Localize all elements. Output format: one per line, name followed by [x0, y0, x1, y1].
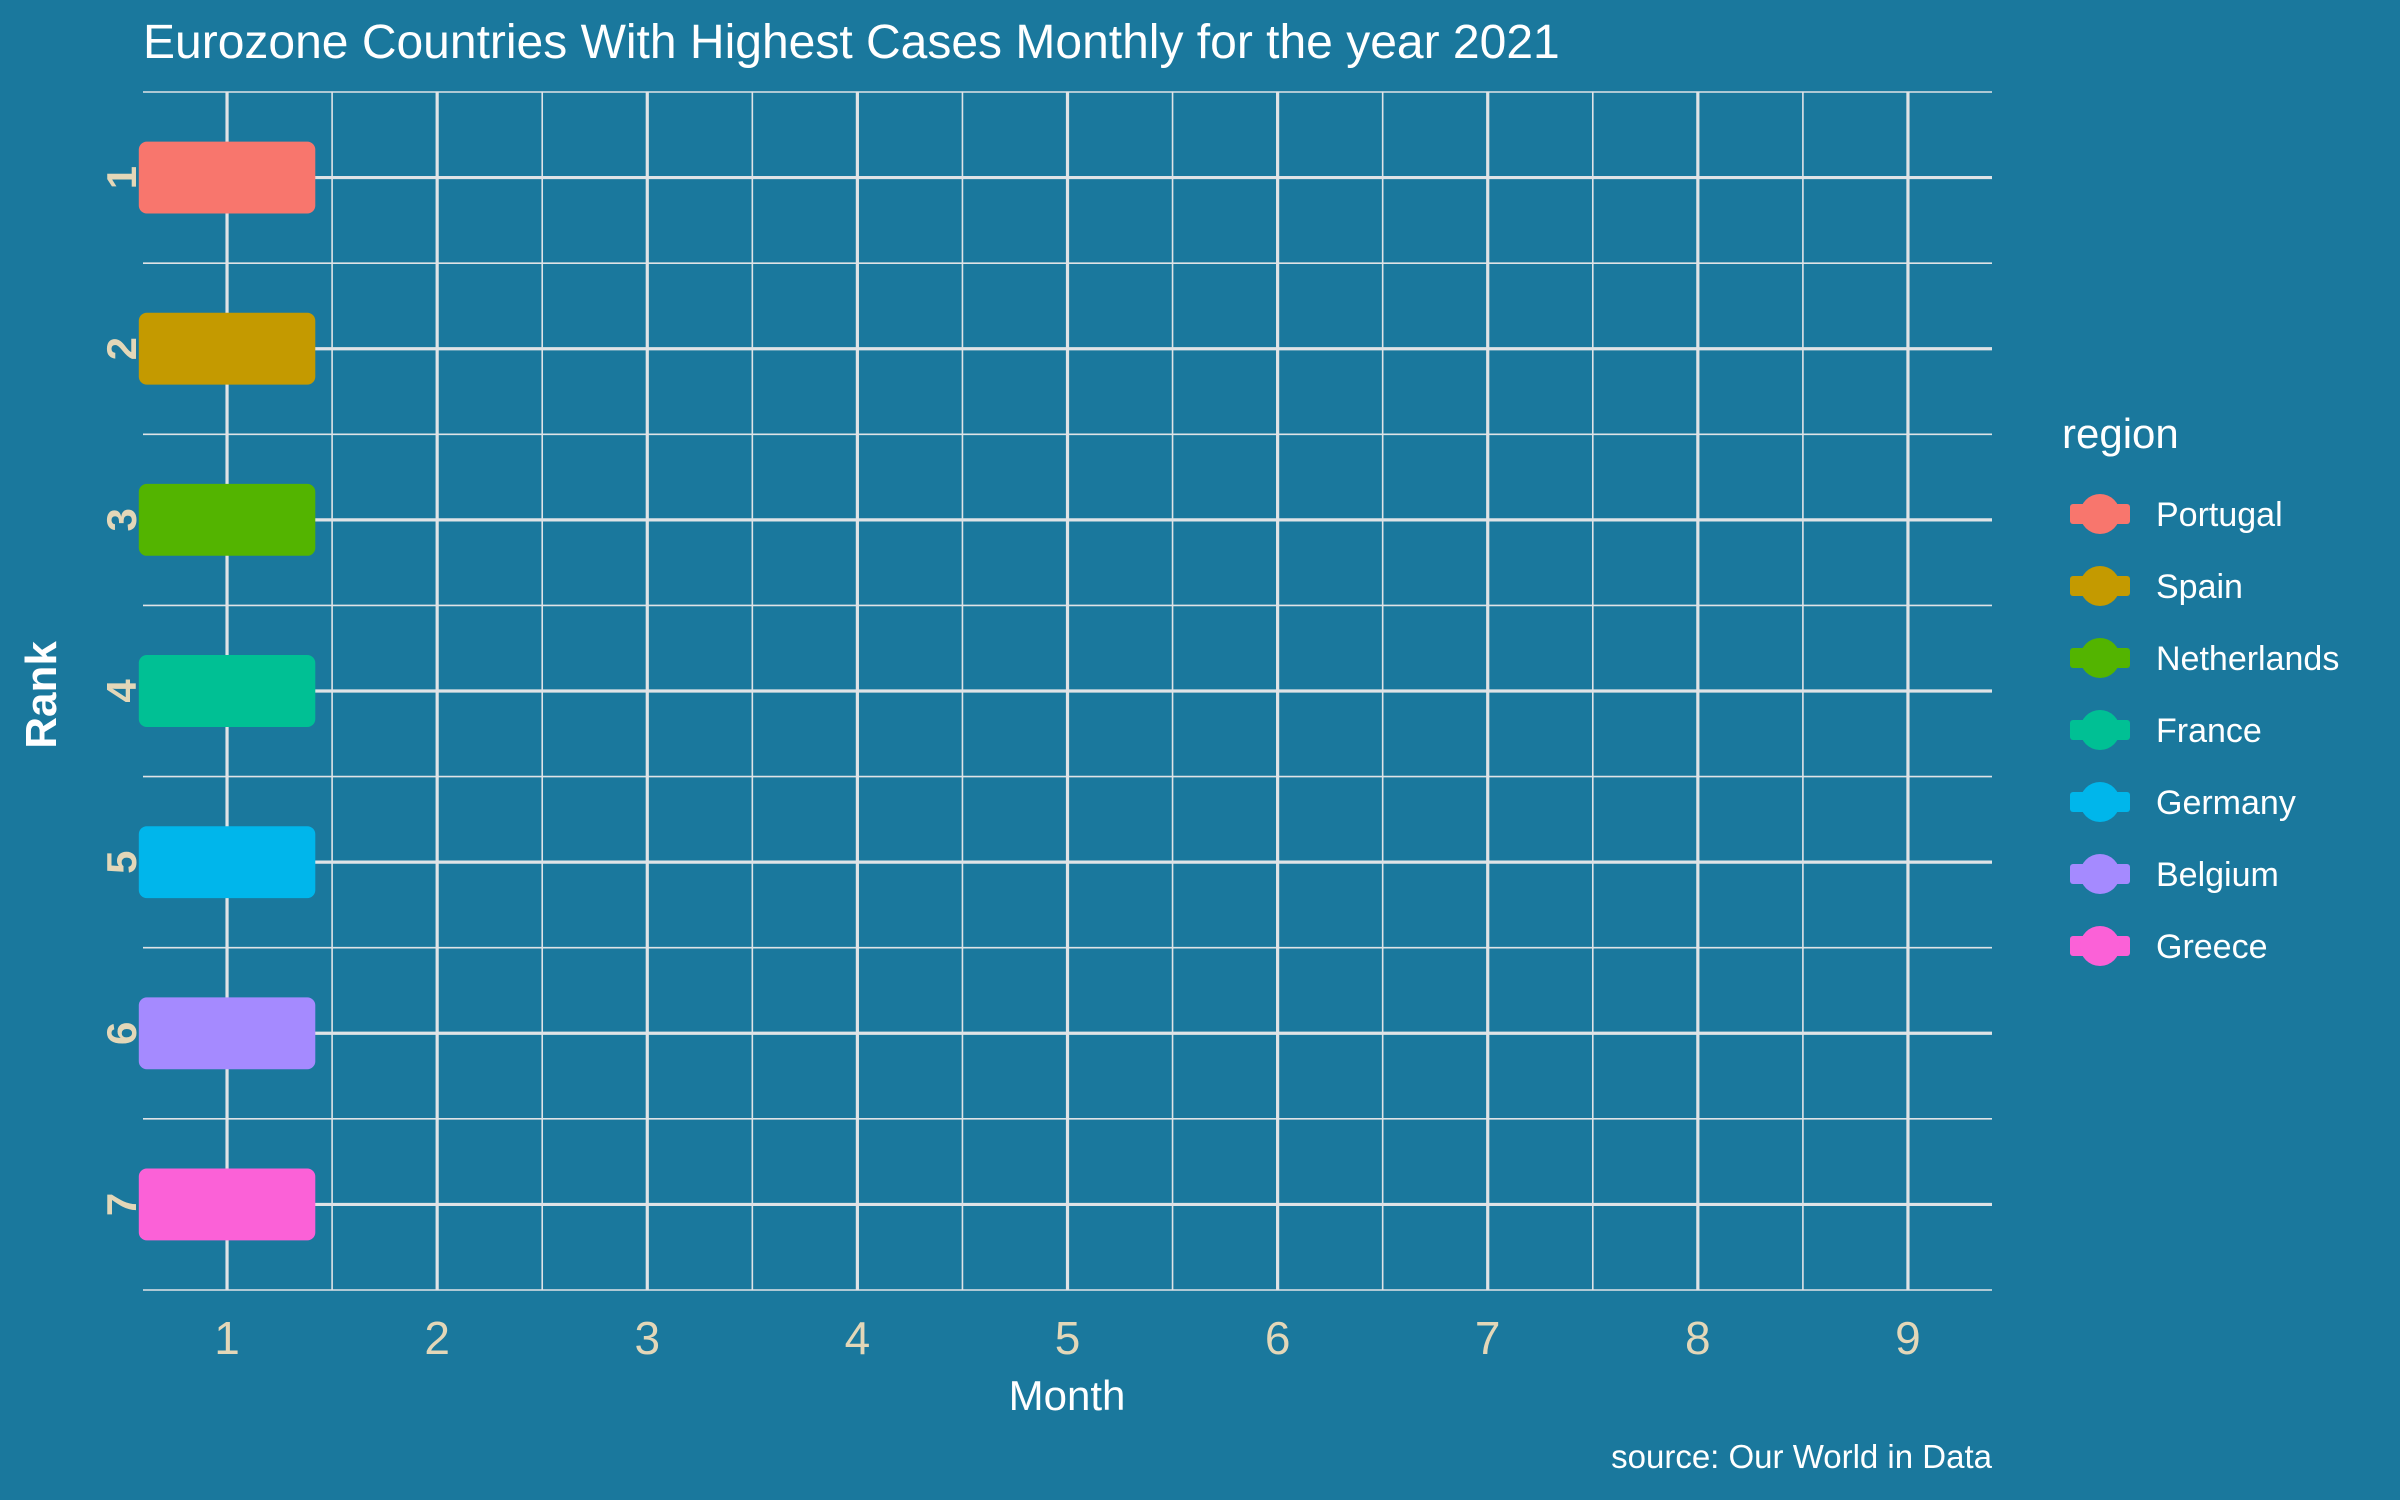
chart-title: Eurozone Countries With Highest Cases Mo… — [143, 16, 1560, 69]
axes: 1 2 3 4 5 6 7 8 9 1 2 3 4 5 6 7 — [98, 166, 1921, 1364]
x-tick-label: 5 — [1055, 1312, 1081, 1364]
legend-key-dot — [2080, 926, 2120, 966]
x-tick-label: 8 — [1685, 1312, 1711, 1364]
bar-germany — [138, 826, 316, 899]
chart-caption: source: Our World in Data — [1611, 1438, 1993, 1475]
bar-france — [138, 655, 316, 727]
x-axis-label: Month — [1009, 1372, 1126, 1419]
legend-label: Portugal — [2156, 496, 2283, 534]
legend-label: Netherlands — [2156, 640, 2339, 678]
bar-spain — [138, 312, 316, 385]
y-tick-label: 5 — [98, 850, 145, 873]
bar-belgium — [138, 997, 316, 1070]
y-tick-label: 3 — [98, 508, 145, 531]
bar-greece — [138, 1168, 316, 1241]
x-tick-label: 7 — [1475, 1312, 1501, 1364]
bar-portugal — [138, 141, 316, 214]
legend-item-netherlands: Netherlands — [2070, 638, 2339, 678]
y-axis-label: Rank — [17, 641, 66, 749]
legend-label: Spain — [2156, 568, 2243, 606]
grid — [143, 91, 1992, 1291]
bars — [138, 141, 316, 1241]
x-tick-label: 3 — [634, 1312, 660, 1364]
legend-item-belgium: Belgium — [2070, 854, 2279, 894]
x-tick-label: 6 — [1265, 1312, 1291, 1364]
legend-item-portugal: Portugal — [2070, 494, 2283, 534]
legend-label: Germany — [2156, 784, 2296, 822]
legend-item-greece: Greece — [2070, 926, 2268, 966]
legend-label: Greece — [2156, 928, 2268, 966]
legend-title: region — [2062, 410, 2179, 457]
x-tick-label: 2 — [424, 1312, 450, 1364]
legend-key-dot — [2080, 566, 2120, 606]
legend-key-dot — [2080, 854, 2120, 894]
bar-netherlands — [138, 483, 316, 556]
legend-item-france: France — [2070, 710, 2262, 750]
x-tick-label: 1 — [214, 1312, 240, 1364]
legend-key-dot — [2080, 710, 2120, 750]
legend-label: France — [2156, 712, 2262, 750]
legend: Portugal Spain Netherlands France Germany Bel… — [2070, 494, 2339, 966]
y-tick-label: 4 — [98, 679, 145, 703]
legend-key-dot — [2080, 638, 2120, 678]
legend-item-spain: Spain — [2070, 566, 2243, 606]
y-tick-label: 7 — [98, 1193, 145, 1216]
legend-key-dot — [2080, 782, 2120, 822]
x-tick-label: 9 — [1895, 1312, 1921, 1364]
legend-label: Belgium — [2156, 856, 2279, 894]
legend-key-dot — [2080, 494, 2120, 534]
legend-item-germany: Germany — [2070, 782, 2296, 822]
x-tick-label: 4 — [845, 1312, 871, 1364]
y-tick-label: 6 — [98, 1022, 145, 1045]
y-tick-label: 2 — [98, 337, 145, 360]
y-tick-label: 1 — [98, 166, 145, 189]
